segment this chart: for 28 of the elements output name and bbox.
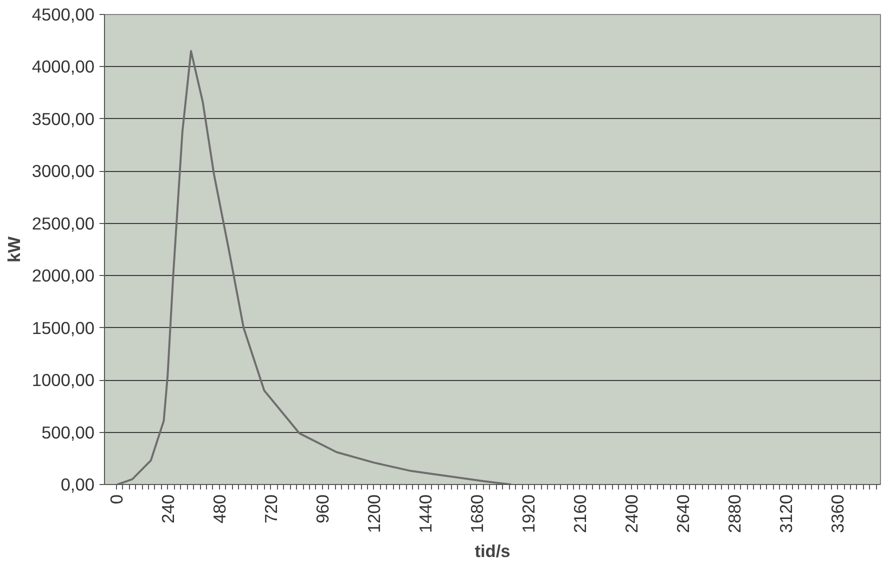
- x-tick-label: 2160: [570, 494, 590, 534]
- x-tick-label: 1200: [364, 494, 384, 534]
- y-tick-label: 3000,00: [32, 161, 95, 182]
- x-axis-title: tid/s: [474, 541, 510, 562]
- y-tick-label: 2000,00: [32, 266, 95, 286]
- y-axis-title: kW: [4, 236, 24, 262]
- y-tick-label: 500,00: [42, 422, 94, 442]
- y-tick-label: 4500,00: [32, 4, 95, 24]
- y-tick-label: 4000,00: [32, 56, 95, 77]
- y-tick-label: 1000,00: [32, 370, 95, 390]
- y-tick-label: 0,00: [60, 474, 95, 494]
- y-tick-label: 2500,00: [32, 213, 95, 234]
- x-tick-label: 2640: [673, 494, 694, 534]
- x-tick-label: 2400: [621, 494, 642, 534]
- x-tick-label: 3120: [776, 494, 796, 534]
- x-tick-label: 0: [106, 494, 126, 504]
- x-tick-label: 960: [312, 494, 332, 524]
- x-tick-label: 480: [209, 494, 230, 524]
- x-tick-label: 1680: [466, 494, 487, 534]
- x-tick-label: 720: [260, 494, 281, 524]
- x-tick-label: 1920: [518, 494, 538, 534]
- x-tick-label: 240: [158, 494, 178, 524]
- x-tick-label: 2880: [724, 494, 745, 534]
- x-tick-label: 3360: [828, 494, 848, 534]
- y-tick-label: 3500,00: [32, 108, 95, 129]
- line-series: [116, 50, 512, 484]
- y-tick-label: 1500,00: [32, 318, 95, 338]
- x-tick-label: 1440: [415, 494, 436, 534]
